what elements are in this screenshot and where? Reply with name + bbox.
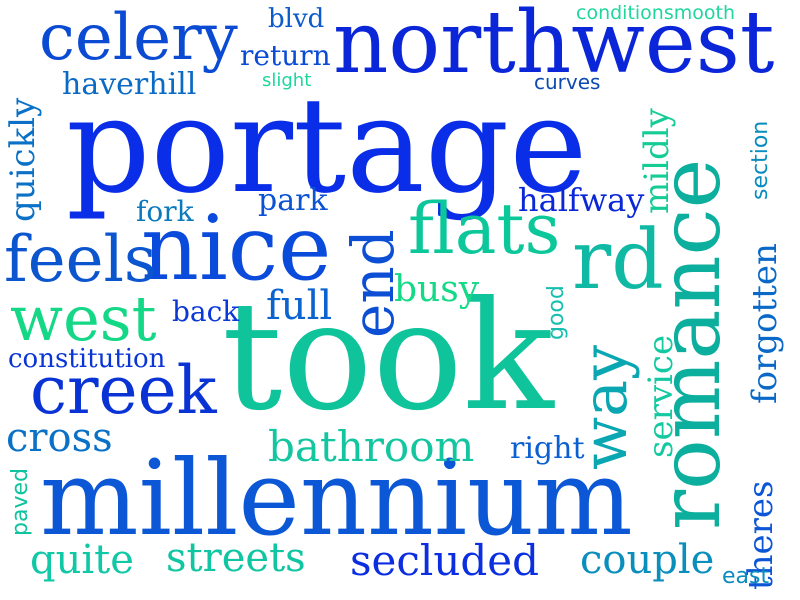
word-feels: feels <box>4 223 157 297</box>
word-slight: slight <box>262 70 312 91</box>
word-curves: curves <box>534 70 601 94</box>
word-back: back <box>172 295 240 328</box>
word-forgotten: forgotten <box>745 243 785 404</box>
word-took: took <box>222 270 554 444</box>
word-couple: couple <box>580 537 715 583</box>
word-blvd: blvd <box>268 4 325 34</box>
word-west: west <box>10 282 157 355</box>
word-constitution: constitution <box>8 344 166 374</box>
word-creek: creek <box>30 352 217 429</box>
word-busy: busy <box>394 269 480 310</box>
word-right: right <box>510 431 585 466</box>
word-park: park <box>258 183 328 218</box>
word-section: section <box>748 120 773 200</box>
word-cross: cross <box>6 415 113 461</box>
word-conditionsmooth: conditionsmooth <box>576 2 735 24</box>
word-northwest: northwest <box>333 0 775 93</box>
word-millennium: millennium <box>40 437 633 559</box>
word-return: return <box>240 39 331 72</box>
word-fork: fork <box>136 195 194 228</box>
word-flats: flats <box>408 188 561 270</box>
word-paved: paved <box>8 468 33 536</box>
word-streets: streets <box>166 535 306 581</box>
word-quite: quite <box>30 537 134 583</box>
word-haverhill: haverhill <box>62 67 197 102</box>
word-quickly: quickly <box>3 97 43 222</box>
word-service: service <box>641 334 681 458</box>
word-secluded: secluded <box>350 536 540 585</box>
word-celery: celery <box>39 1 238 75</box>
word-good: good <box>544 285 569 340</box>
word-mildly: mildly <box>637 108 677 214</box>
word-portage: portage <box>66 69 588 223</box>
word-rd: rd <box>572 213 664 308</box>
word-east: east <box>722 564 770 589</box>
word-halfway: halfway <box>518 181 645 219</box>
word-nice: nice <box>141 196 332 301</box>
word-full: full <box>266 283 333 329</box>
word-bathroom: bathroom <box>268 422 475 471</box>
